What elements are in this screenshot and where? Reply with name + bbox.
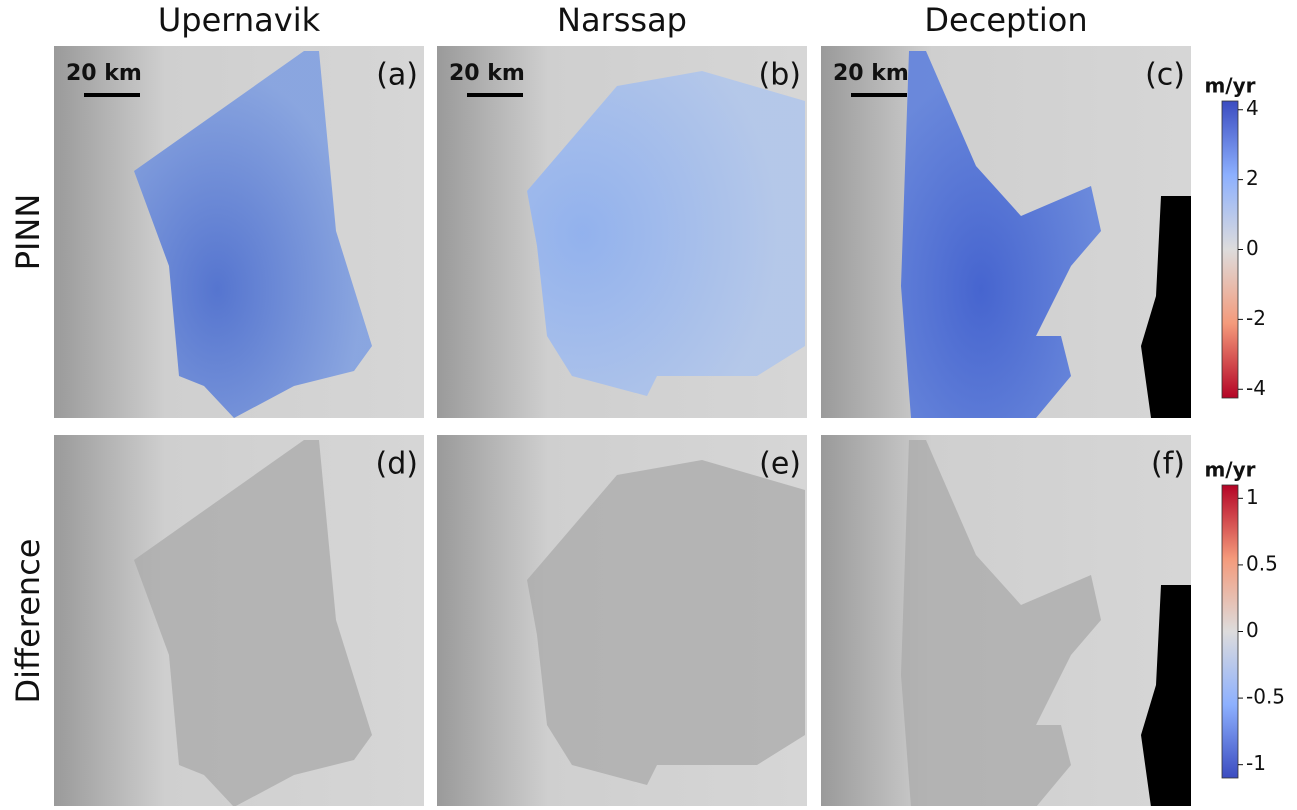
panel-label: (e)	[759, 447, 801, 482]
panel-label: (a)	[376, 58, 418, 93]
row-label: Difference	[9, 539, 47, 704]
row-label: PINN	[9, 194, 47, 271]
colorbar-unit: m/yr	[1204, 458, 1255, 482]
ice-region	[134, 51, 372, 418]
ice-region	[901, 440, 1101, 807]
ice-region	[901, 51, 1101, 418]
panels: Upernavik Narssap Deception PINN Difference (…	[9, 1, 1285, 807]
colorbar	[1221, 100, 1239, 399]
colorbar-tick-label: 2	[1246, 166, 1259, 190]
scale-bar	[84, 93, 140, 97]
panel-label: (b)	[759, 58, 801, 93]
colorbar-tick-label: 0.5	[1246, 551, 1278, 575]
colorbar-tick-label: 1	[1246, 485, 1259, 509]
colorbar-tick-label: -4	[1246, 376, 1266, 400]
colorbar-tick-label: 0	[1246, 618, 1259, 642]
panel-label: (d)	[376, 447, 418, 482]
colorbar-tick-label: -2	[1246, 306, 1266, 330]
colorbar	[1221, 484, 1239, 779]
panel-label: (c)	[1145, 58, 1185, 93]
ocean	[1141, 585, 1191, 807]
colorbar-tick-label: -1	[1246, 751, 1266, 775]
colorbar-tick-label: -0.5	[1246, 685, 1285, 709]
column-title: Narssap	[557, 1, 687, 39]
colorbar-tick-label: 4	[1246, 96, 1259, 120]
ice-region	[134, 440, 372, 807]
colorbar-unit: m/yr	[1204, 74, 1255, 98]
panel-label: (f)	[1151, 447, 1185, 482]
ice-region	[527, 71, 805, 396]
scale-bar-text: 20 km	[833, 61, 909, 86]
ice-region	[527, 460, 805, 785]
colorbar-tick-label: 0	[1246, 236, 1259, 260]
scale-bar	[467, 93, 523, 97]
column-title: Upernavik	[158, 1, 321, 39]
ocean	[1141, 196, 1191, 418]
scale-bar-text: 20 km	[66, 61, 142, 86]
column-title: Deception	[924, 1, 1087, 39]
scale-bar-text: 20 km	[449, 61, 525, 86]
scale-bar	[851, 93, 907, 97]
